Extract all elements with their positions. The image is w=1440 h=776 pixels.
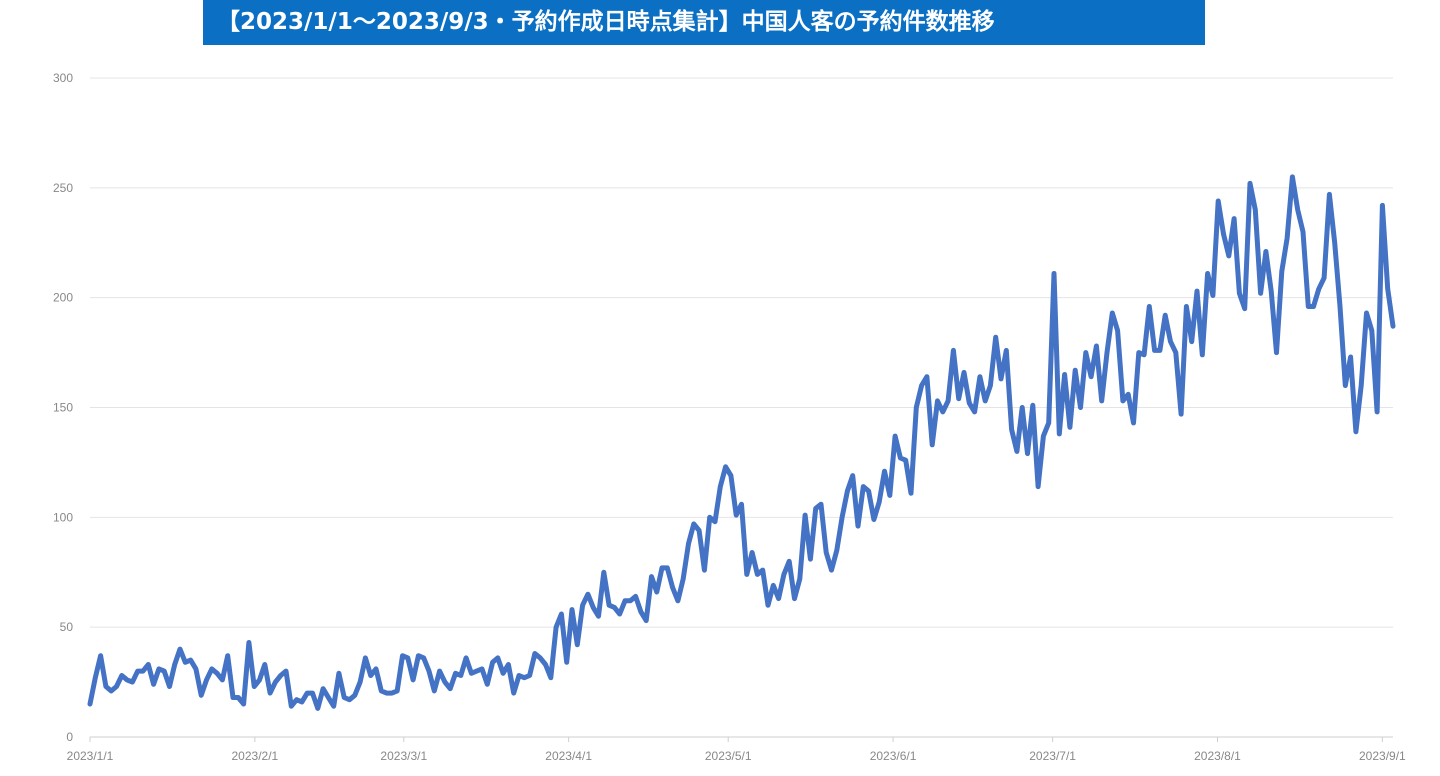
y-tick-label: 100 (53, 510, 73, 524)
x-tick-label: 2023/7/1 (1029, 749, 1076, 763)
series-layer (87, 174, 1396, 711)
y-tick-label: 300 (53, 71, 73, 85)
x-tick-label: 2023/5/1 (705, 749, 752, 763)
x-tick-label: 2023/6/1 (870, 749, 917, 763)
y-tick-label: 250 (53, 181, 73, 195)
y-tick-label: 150 (53, 401, 73, 415)
chart-title: 【2023/1/1～2023/9/3・予約作成日時点集計】中国人客の予約件数推移 (203, 0, 1205, 45)
x-tick-label: 2023/8/1 (1194, 749, 1241, 763)
x-axis-ticks: 2023/1/1 2023/2/1 2023/3/1 2023/4/1 2023/5/1… (67, 737, 1406, 763)
y-tick-label: 200 (53, 291, 73, 305)
x-tick-label: 2023/4/1 (545, 749, 592, 763)
gridlines (90, 77, 1393, 738)
y-axis-ticks: 0 50 100 150 200 250 300 (53, 71, 73, 744)
x-tick-label: 2023/3/1 (380, 749, 427, 763)
x-tick-label: 2023/2/1 (232, 749, 279, 763)
series-line-0 (87, 174, 1396, 711)
y-tick-label: 50 (60, 620, 74, 634)
y-tick-label: 0 (66, 730, 73, 744)
x-tick-label: 2023/9/1 (1359, 749, 1406, 763)
x-tick-label: 2023/1/1 (67, 749, 114, 763)
